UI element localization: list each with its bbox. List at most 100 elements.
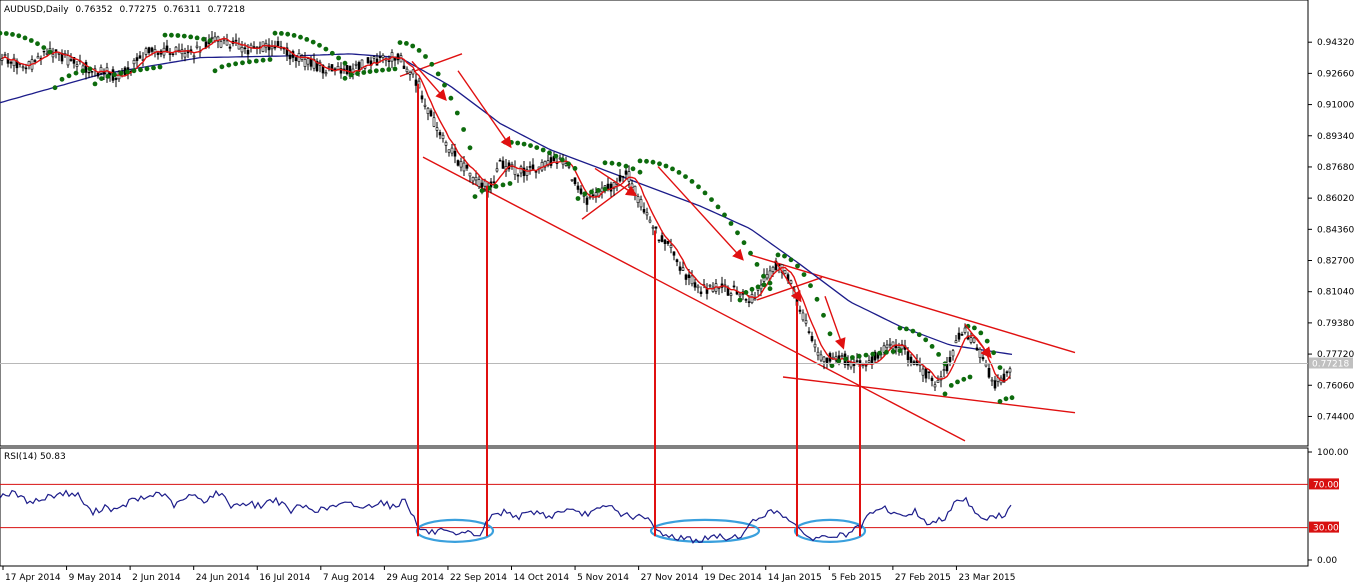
sar-dot bbox=[410, 43, 416, 49]
sar-dot bbox=[722, 212, 727, 218]
sar-dot bbox=[507, 181, 513, 186]
candle-body bbox=[378, 56, 382, 58]
sar-dot bbox=[657, 161, 662, 167]
sar-dot bbox=[948, 383, 954, 388]
sar-dot bbox=[884, 349, 889, 355]
x-tick-label: 29 Aug 2014 bbox=[386, 573, 444, 583]
candle-body bbox=[99, 67, 103, 74]
sar-dot bbox=[743, 290, 749, 295]
candle-body bbox=[816, 351, 820, 356]
candle-body bbox=[483, 180, 487, 187]
sar-dot bbox=[467, 145, 473, 151]
sar-dot bbox=[247, 59, 252, 65]
sar-dot bbox=[850, 355, 855, 360]
sar-dot bbox=[735, 230, 740, 236]
x-tick-label: 19 Dec 2014 bbox=[704, 573, 762, 583]
rsi-level-tag-bg bbox=[1309, 521, 1339, 533]
sar-dot bbox=[73, 70, 79, 76]
sar-dot bbox=[916, 332, 922, 338]
candle-body bbox=[954, 340, 958, 344]
price-y-tick-label: 0.76060 bbox=[1317, 381, 1354, 391]
sar-dot bbox=[663, 163, 669, 169]
sar-dot bbox=[212, 68, 218, 74]
open-value: 0.76352 bbox=[75, 5, 112, 15]
candle-body bbox=[210, 37, 214, 39]
sar-dot bbox=[157, 64, 163, 70]
sar-dot bbox=[748, 250, 753, 256]
sar-dot bbox=[972, 325, 977, 331]
sar-dot bbox=[131, 68, 137, 74]
candle-body bbox=[9, 61, 13, 64]
candle-body bbox=[612, 182, 616, 189]
sar-dot bbox=[66, 73, 72, 79]
sar-dot bbox=[162, 32, 168, 38]
candle-body bbox=[948, 357, 952, 362]
sar-dot bbox=[194, 35, 200, 41]
sar-dot bbox=[808, 283, 813, 289]
sar-dot bbox=[461, 127, 466, 132]
x-tick-label: 2 Jun 2014 bbox=[132, 573, 181, 583]
candle-body bbox=[573, 177, 577, 185]
candle-body bbox=[567, 165, 571, 168]
candle-body bbox=[165, 45, 169, 52]
sar-dot bbox=[755, 284, 761, 290]
candle-body bbox=[285, 47, 289, 56]
sar-dot bbox=[870, 351, 876, 357]
sar-dot bbox=[955, 379, 960, 385]
fast-ma-line bbox=[1, 37, 1011, 382]
sar-dot bbox=[566, 161, 571, 167]
candle-body bbox=[372, 56, 376, 59]
candle-body bbox=[411, 69, 415, 75]
candle-body bbox=[801, 312, 805, 321]
candle-body bbox=[321, 64, 325, 74]
candle-body bbox=[708, 284, 712, 287]
sar-dot bbox=[355, 71, 360, 76]
candle-body bbox=[267, 44, 271, 51]
candle-body bbox=[675, 259, 679, 263]
candle-body bbox=[21, 66, 25, 69]
sar-dot bbox=[397, 40, 403, 45]
candle-body bbox=[669, 245, 673, 248]
price-y-tick-label: 0.81040 bbox=[1317, 288, 1354, 298]
candle-body bbox=[171, 53, 175, 55]
candle-body bbox=[183, 53, 187, 58]
sar-dot bbox=[92, 81, 98, 87]
candle-body bbox=[87, 71, 91, 74]
candle-body bbox=[609, 183, 613, 192]
sar-dot bbox=[151, 65, 156, 71]
candle-body bbox=[396, 53, 400, 61]
rsi-label: RSI(14) 50.83 bbox=[4, 452, 66, 462]
candle-body bbox=[918, 363, 922, 366]
candle-body bbox=[24, 67, 28, 70]
candle-body bbox=[840, 355, 844, 358]
candle-body bbox=[57, 53, 61, 55]
trend-arrow bbox=[457, 70, 512, 149]
candle-body bbox=[219, 41, 223, 48]
trend-line bbox=[782, 376, 1076, 414]
sar-dot bbox=[978, 330, 984, 336]
candle-body bbox=[492, 181, 496, 184]
candle-body bbox=[327, 66, 331, 68]
candle-body bbox=[690, 275, 694, 285]
candle-body bbox=[294, 57, 298, 62]
sar-dot bbox=[52, 85, 58, 91]
candle-body bbox=[990, 379, 994, 382]
candle-body bbox=[624, 170, 628, 175]
trend-arrow bbox=[964, 323, 992, 359]
parabolic-sar-dots bbox=[0, 30, 1015, 404]
sar-dot bbox=[559, 157, 565, 163]
x-tick-label: 14 Jan 2015 bbox=[768, 573, 822, 583]
candle-body bbox=[969, 337, 973, 343]
candle-body bbox=[480, 182, 484, 188]
candle-body bbox=[993, 380, 997, 389]
candle-body bbox=[807, 331, 811, 333]
sar-dot bbox=[342, 75, 348, 81]
candle-body bbox=[138, 55, 142, 59]
candle-body bbox=[540, 162, 544, 171]
candle-body bbox=[924, 368, 928, 379]
sar-dot bbox=[429, 61, 435, 67]
sar-dot bbox=[442, 82, 447, 88]
price-y-tick-label: 0.86020 bbox=[1317, 194, 1354, 204]
sar-dot bbox=[904, 326, 909, 332]
x-tick-label: 16 Jul 2014 bbox=[259, 573, 310, 583]
